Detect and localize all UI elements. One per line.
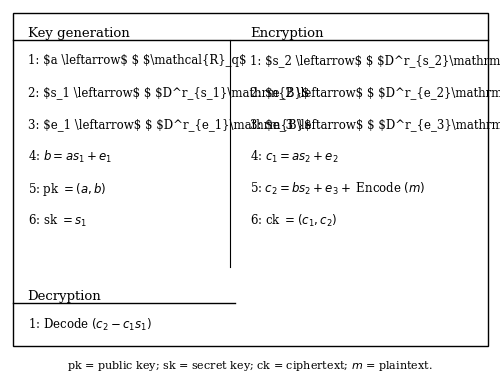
Text: 3: $e_1 \leftarrow$ $ $D^r_{e_1}\mathrm{B}$: 3: $e_1 \leftarrow$ $ $D^r_{e_1}\mathrm{…	[28, 118, 311, 131]
Text: 1: $s_2 \leftarrow$ $ $D^r_{s_2}\mathrm{B}$: 1: $s_2 \leftarrow$ $ $D^r_{s_2}\mathrm{…	[250, 54, 500, 67]
Text: 1: Decode $(c_2 - c_1 s_1)$: 1: Decode $(c_2 - c_1 s_1)$	[28, 317, 152, 333]
Text: Encryption: Encryption	[250, 27, 324, 40]
Text: 5: pk $= (a, b)$: 5: pk $= (a, b)$	[28, 181, 106, 198]
Text: 6: ck $= (c_1, c_2)$: 6: ck $= (c_1, c_2)$	[250, 213, 338, 229]
Text: 2: $e_2 \leftarrow$ $ $D^r_{e_2}\mathrm{B}$: 2: $e_2 \leftarrow$ $ $D^r_{e_2}\mathrm{…	[250, 86, 500, 99]
Text: 1: $a \leftarrow$ $ $\mathcal{R}_q$: 1: $a \leftarrow$ $ $\mathcal{R}_q$	[28, 54, 246, 67]
Text: 4: $b = as_1 + e_1$: 4: $b = as_1 + e_1$	[28, 149, 112, 165]
Text: 3: $e_3 \leftarrow$ $ $D^r_{e_3}\mathrm{B}$: 3: $e_3 \leftarrow$ $ $D^r_{e_3}\mathrm{…	[250, 118, 500, 131]
FancyBboxPatch shape	[12, 13, 488, 346]
Text: Key generation: Key generation	[28, 27, 129, 40]
Text: Decryption: Decryption	[28, 290, 101, 303]
Text: 6: sk $= s_1$: 6: sk $= s_1$	[28, 213, 86, 229]
Text: 5: $c_2 = bs_2 + e_3 +$ Encode $(m)$: 5: $c_2 = bs_2 + e_3 +$ Encode $(m)$	[250, 181, 426, 197]
Text: 2: $s_1 \leftarrow$ $ $D^r_{s_1}\mathrm{B}$: 2: $s_1 \leftarrow$ $ $D^r_{s_1}\mathrm{…	[28, 86, 309, 99]
Text: pk = public key; sk = secret key; ck = ciphertext; $m$ = plaintext.: pk = public key; sk = secret key; ck = c…	[67, 359, 433, 373]
Text: 4: $c_1 = as_2 + e_2$: 4: $c_1 = as_2 + e_2$	[250, 149, 338, 165]
